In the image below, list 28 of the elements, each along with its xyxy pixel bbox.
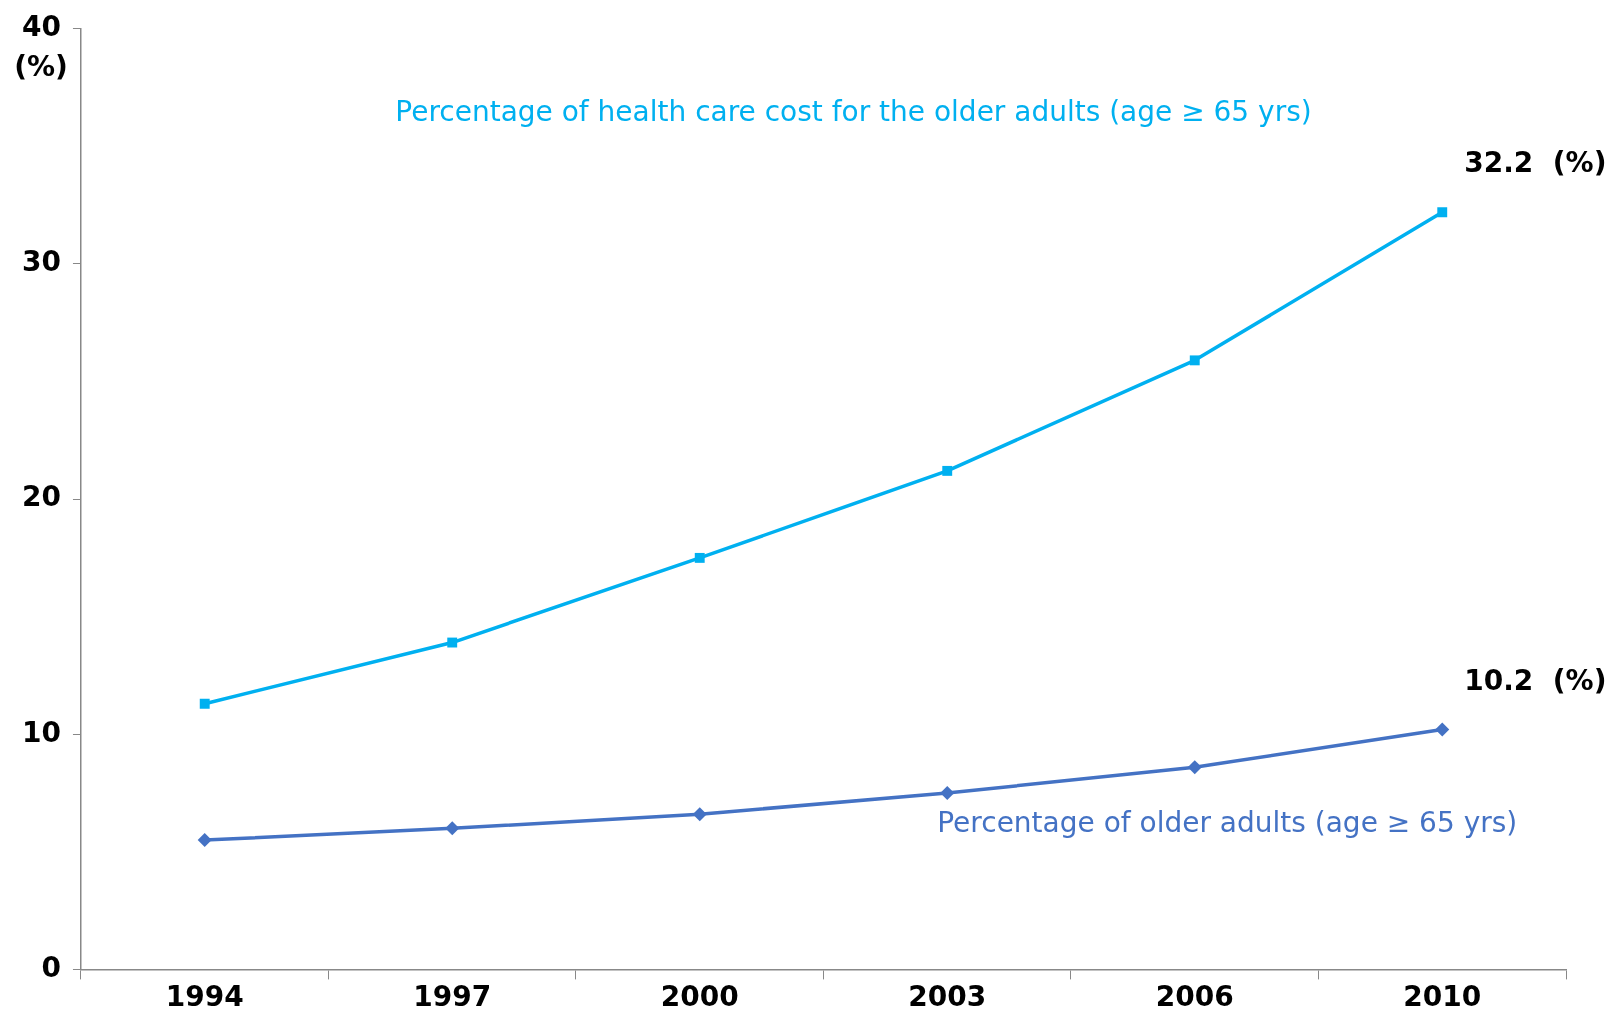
x-tick-label: 1997 [413,980,492,1014]
series-label: Percentage of older adults (age ≥ 65 yrs) [937,805,1518,839]
x-tick-label: 2000 [660,980,739,1014]
point [447,637,458,648]
y-tick-label: 0 [41,950,61,984]
y-axis-title: (%) [14,50,68,84]
point [694,552,705,563]
point [940,786,955,801]
point [445,821,460,836]
point [692,807,707,822]
x-tick-label: 2010 [1403,980,1482,1014]
y-tick-label: 30 [22,245,61,279]
point [197,833,212,848]
y-tick-label: 40 [22,10,61,44]
x-tick-label: 1994 [165,980,244,1014]
data-label: 32.2 (%) [1464,146,1606,180]
x-tick-label: 2006 [1155,980,1234,1014]
y-tick-label: 20 [22,480,61,514]
x-tick-label: 2003 [908,980,987,1014]
data-label: 10.2 (%) [1464,663,1606,697]
y-tick-label: 10 [22,715,61,749]
point [1437,207,1448,218]
point [942,465,953,476]
point [199,698,210,709]
point [1189,355,1200,366]
text: Percentage of health care cost for the older adults (age ≥ 65 yrs) [395,95,1312,129]
point [1187,760,1202,775]
point [1435,722,1450,737]
